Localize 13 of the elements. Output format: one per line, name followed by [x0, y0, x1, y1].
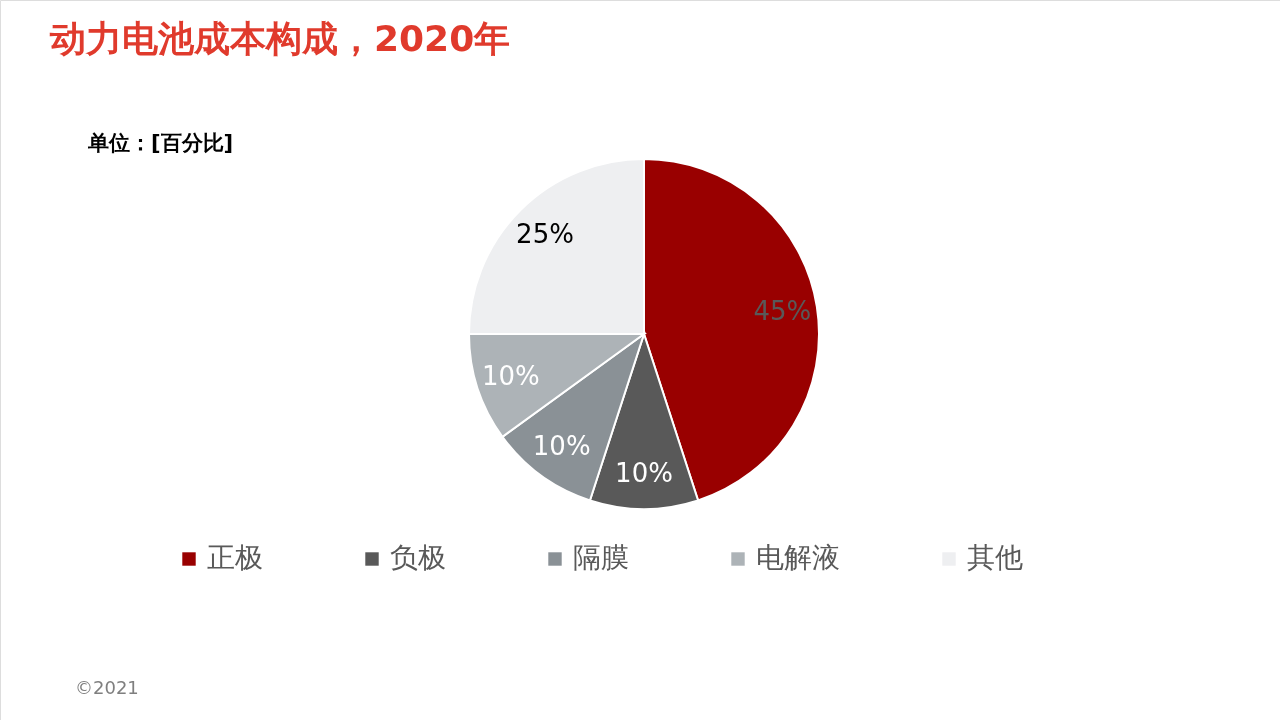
chart-title: 动力电池成本构成，2020年 — [49, 18, 511, 59]
legend-label: 其他 — [967, 541, 1023, 574]
chart-subtitle: 单位：[百分比] — [87, 131, 234, 155]
data-label: 10% — [532, 431, 591, 462]
legend-label: 负极 — [390, 541, 446, 574]
legend-label: 正极 — [207, 541, 263, 574]
legend-label: 隔膜 — [573, 541, 629, 574]
data-label: 10% — [615, 458, 673, 488]
legend-label: 电解液 — [756, 541, 840, 574]
data-label: 45% — [753, 296, 812, 327]
text: ©2021 — [75, 677, 139, 698]
data-label: 10% — [481, 361, 540, 392]
data-label: 25% — [516, 219, 574, 250]
